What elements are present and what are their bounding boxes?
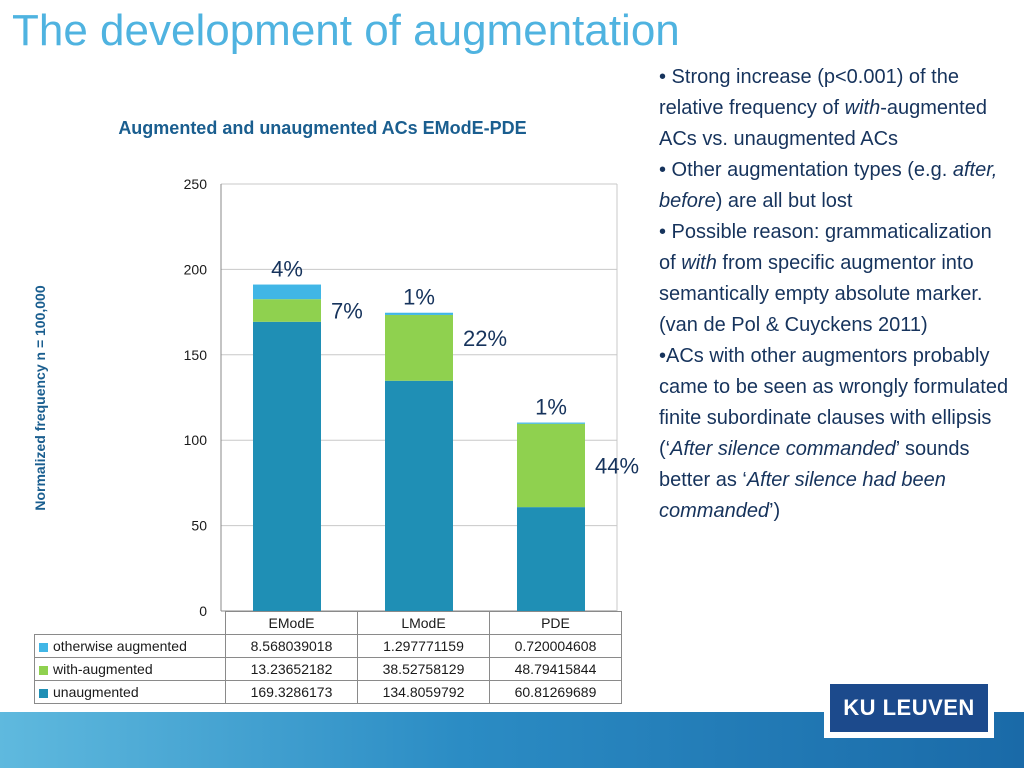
bullet-italic-text: After silence commanded bbox=[670, 438, 896, 460]
bullet-italic-text: with bbox=[681, 252, 717, 274]
bullet-point: • Other augmentation types (e.g. after, … bbox=[659, 155, 1009, 217]
bullet-text: from specific augmentor into semanticall… bbox=[659, 252, 983, 336]
bullet-italic-text: after, before bbox=[659, 159, 998, 212]
bullet-point: •ACs with other augmentors probably came… bbox=[659, 341, 1009, 527]
percent-annotation: 4% bbox=[271, 257, 303, 282]
table-cell: 0.720004608 bbox=[489, 634, 622, 658]
bar-unaugmented-lmode bbox=[385, 380, 453, 611]
legend-label: with-augmented bbox=[53, 661, 153, 677]
y-tick-label: 150 bbox=[184, 347, 208, 363]
table-cell: 38.52758129 bbox=[357, 657, 490, 681]
table-row-unaugmented: unaugmented 169.3286173 134.8059792 60.8… bbox=[34, 680, 622, 704]
chart-title: Augmented and unaugmented ACs EModE-PDE bbox=[118, 118, 527, 138]
category-label-lmode: LModE bbox=[357, 611, 490, 635]
table-cell: 13.23652182 bbox=[225, 657, 358, 681]
table-cell: 48.79415844 bbox=[489, 657, 622, 681]
bullet-text: • Possible reason: grammaticalization of bbox=[659, 221, 992, 274]
bar-with-augmented-pde bbox=[517, 423, 585, 508]
percent-annotation: 22% bbox=[463, 326, 507, 351]
percent-annotation: 1% bbox=[403, 285, 435, 310]
percent-annotation: 7% bbox=[331, 298, 363, 323]
bullet-text: ’ sounds better as ‘ bbox=[659, 438, 970, 491]
bullet-point: • Strong increase (p<0.001) of the relat… bbox=[659, 62, 1009, 155]
table-cell: 1.297771159 bbox=[357, 634, 490, 658]
legend-swatch-with bbox=[39, 665, 48, 675]
bullet-text: ) are all but lost bbox=[715, 190, 853, 212]
bullet-italic-text: with bbox=[844, 97, 881, 119]
table-cell: 60.81269689 bbox=[489, 680, 622, 704]
y-tick-label: 0 bbox=[199, 603, 207, 619]
y-tick-label: 250 bbox=[184, 176, 208, 192]
legend-label: unaugmented bbox=[53, 684, 139, 700]
table-row-otherwise-augmented: otherwise augmented 8.568039018 1.297771… bbox=[34, 634, 622, 658]
bar-unaugmented-pde bbox=[517, 507, 585, 611]
y-tick-label: 50 bbox=[191, 518, 207, 534]
bar-unaugmented-emode bbox=[253, 321, 321, 611]
table-row-with-augmented: with-augmented 13.23652182 38.52758129 4… bbox=[34, 657, 622, 681]
bar-otherwise-augmented-lmode bbox=[385, 312, 453, 315]
percent-annotation: 44% bbox=[595, 453, 639, 478]
y-tick-label: 100 bbox=[184, 432, 208, 448]
bar-with-augmented-lmode bbox=[385, 314, 453, 381]
y-tick-label: 200 bbox=[184, 261, 208, 277]
ku-leuven-logo: KU LEUVEN bbox=[824, 678, 994, 738]
logo-text: KU LEUVEN bbox=[830, 684, 988, 732]
legend-swatch-unaugmented bbox=[39, 688, 48, 698]
table-cell: 134.8059792 bbox=[357, 680, 490, 704]
stacked-bar-chart: 0 50 100 150 200 250 4% 7% 1% 22% 1% 44% bbox=[184, 176, 639, 619]
legend-entry-with-augmented: with-augmented bbox=[34, 657, 226, 681]
bullet-text: -augmented ACs vs. unaugmented ACs bbox=[659, 97, 987, 150]
bullet-text: •ACs with other augmentors probably came… bbox=[659, 345, 1009, 460]
bullet-point: • Possible reason: grammaticalization of… bbox=[659, 217, 1009, 341]
chart-data-table: EModE LModE PDE otherwise augmented 8.56… bbox=[34, 611, 622, 704]
bullet-italic-text: After silence had been commanded bbox=[659, 469, 946, 522]
legend-entry-otherwise-augmented: otherwise augmented bbox=[34, 634, 226, 658]
table-cell: 8.568039018 bbox=[225, 634, 358, 658]
percent-annotation: 1% bbox=[535, 395, 567, 420]
category-label-pde: PDE bbox=[489, 611, 622, 635]
bar-with-augmented-emode bbox=[253, 299, 321, 322]
bullet-text: • Strong increase (p<0.001) of the relat… bbox=[659, 66, 959, 119]
legend-label: otherwise augmented bbox=[53, 638, 187, 654]
slide-title: The development of augmentation bbox=[12, 6, 680, 55]
bar-otherwise-augmented-emode bbox=[253, 284, 321, 300]
table-corner bbox=[34, 611, 226, 635]
legend-swatch-otherwise bbox=[39, 642, 48, 652]
bullet-list: • Strong increase (p<0.001) of the relat… bbox=[659, 62, 1009, 527]
table-cell: 169.3286173 bbox=[225, 680, 358, 704]
bar-otherwise-augmented-pde bbox=[517, 422, 585, 424]
category-label-emode: EModE bbox=[225, 611, 358, 635]
table-header-row: EModE LModE PDE bbox=[34, 611, 622, 635]
bullet-text: • Other augmentation types (e.g. bbox=[659, 159, 953, 181]
bullet-text: ’) bbox=[769, 500, 781, 522]
legend-entry-unaugmented: unaugmented bbox=[34, 680, 226, 704]
